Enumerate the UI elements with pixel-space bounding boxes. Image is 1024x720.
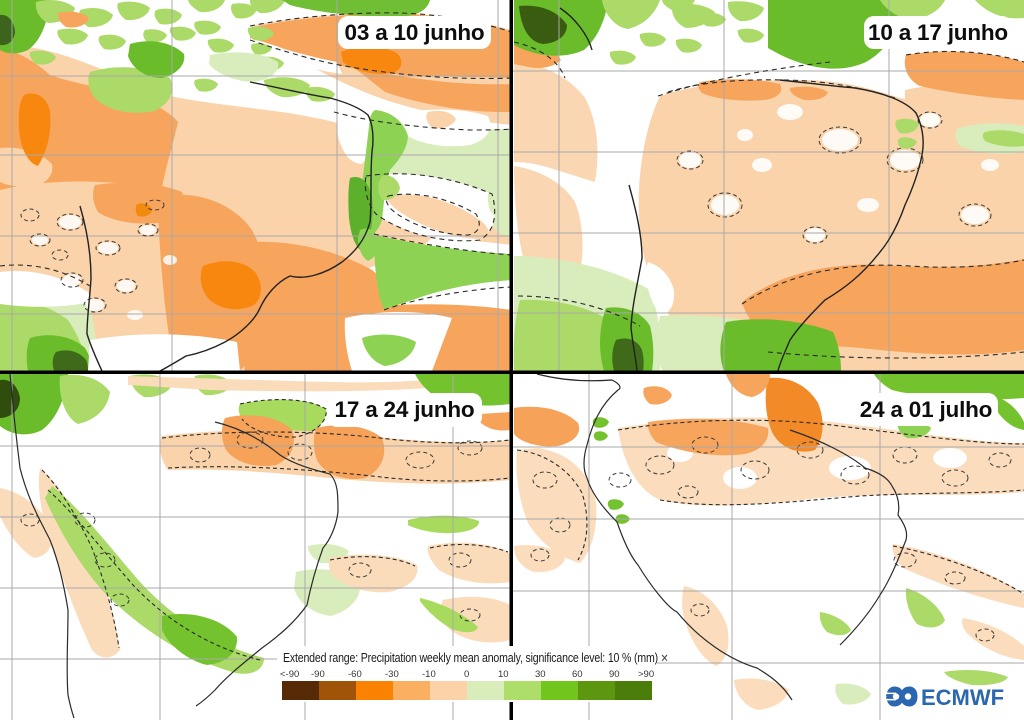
svg-text:ECMWF: ECMWF	[921, 685, 1004, 710]
